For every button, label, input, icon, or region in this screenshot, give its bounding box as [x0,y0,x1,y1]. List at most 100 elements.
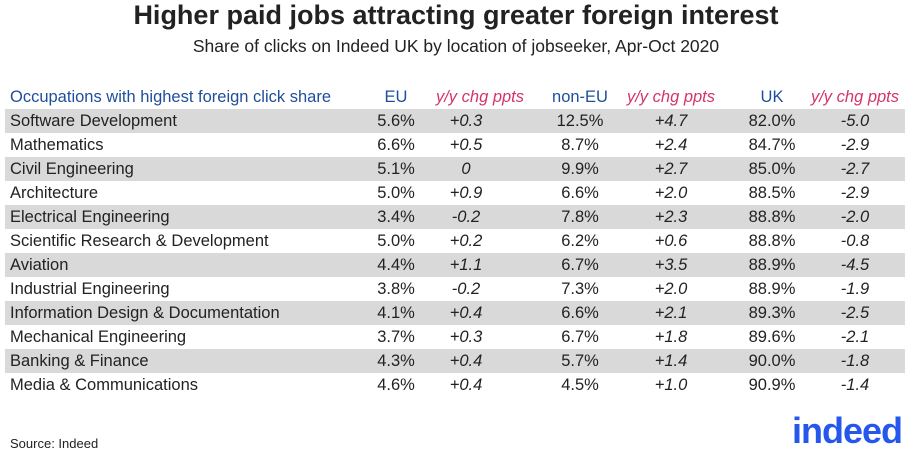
table-row: Scientific Research & Development 5.0% +0.… [5,229,905,253]
cell-eu: 5.6% [377,112,415,130]
cell-uk: 90.0% [748,352,796,370]
cell-eu: 6.6% [377,136,415,154]
cell-non-eu: 7.8% [561,208,599,226]
cell-uk-change: -2.7 [840,160,870,178]
cell-eu: 4.1% [377,304,415,322]
cell-non-eu: 6.7% [561,256,599,274]
cell-non-eu-change: +2.0 [654,184,688,202]
cell-non-eu-change: +1.8 [654,328,688,346]
table-row: Mathematics 6.6% +0.5 8.7% +2.4 84.7% -2.9 [5,133,905,157]
table-row: Mechanical Engineering 3.7% +0.3 6.7% +1.8 89… [5,325,905,349]
cell-uk: 88.9% [748,256,796,274]
cell-uk-change: -2.5 [840,304,870,322]
table-row: Aviation 4.4% +1.1 6.7% +3.5 88.9% -4.5 [5,253,905,277]
cell-uk: 88.5% [748,184,796,202]
cell-uk: 82.0% [748,112,796,130]
header-non-eu: non-EU [552,88,608,106]
table-row: Banking & Finance 4.3% +0.4 5.7% +1.4 90.0% -1… [5,349,905,373]
cell-non-eu: 8.7% [561,136,599,154]
cell-occupation: Industrial Engineering [10,280,170,298]
cell-non-eu: 4.5% [561,376,599,394]
cell-occupation: Architecture [10,184,99,202]
cell-eu-change: +0.9 [449,184,483,202]
cell-uk-change: -0.8 [840,232,870,250]
cell-uk-change: -4.5 [840,256,870,274]
header-uk-change: y/y chg ppts [810,88,900,106]
cell-uk-change: -2.9 [840,184,870,202]
cell-non-eu-change: +2.7 [654,160,688,178]
cell-uk: 88.8% [748,208,796,226]
cell-uk-change: -1.9 [840,280,870,298]
cell-non-eu-change: +2.4 [654,136,688,154]
cell-non-eu-change: +3.5 [654,256,688,274]
cell-uk: 84.7% [748,136,796,154]
table-row: Industrial Engineering 3.8% -0.2 7.3% +2.0 88… [5,277,905,301]
cell-eu: 5.0% [377,184,415,202]
cell-occupation: Media & Communications [10,376,198,394]
cell-non-eu: 12.5% [556,112,604,130]
cell-eu-change: +0.4 [449,304,483,322]
cell-non-eu: 6.7% [561,328,599,346]
header-non-eu-change: y/y chg ppts [626,88,716,106]
header-eu: EU [384,88,408,106]
header-occupation: Occupations with highest foreign click s… [10,88,331,106]
cell-occupation: Software Development [10,112,177,130]
cell-eu: 5.0% [377,232,415,250]
chart-subtitle: Share of clicks on Indeed UK by location… [192,36,720,56]
cell-uk-change: -2.9 [840,136,870,154]
cell-eu: 4.6% [377,376,415,394]
cell-non-eu: 7.3% [561,280,599,298]
table-row: Electrical Engineering 3.4% -0.2 7.8% +2.3 88… [5,205,905,229]
cell-non-eu-change: +2.0 [654,280,688,298]
cell-uk-change: -2.1 [840,328,870,346]
cell-non-eu-change: +2.1 [654,304,688,322]
cell-eu-change: +1.1 [449,256,483,274]
cell-occupation: Aviation [10,256,69,274]
cell-uk: 88.9% [748,280,796,298]
cell-non-eu-change: +4.7 [654,112,688,130]
cell-eu-change: -0.2 [451,208,481,226]
cell-occupation: Banking & Finance [10,352,149,370]
cell-occupation: Mechanical Engineering [10,328,187,346]
table-row: Media & Communications 4.6% +0.4 4.5% +1.0 90… [5,373,905,397]
header-eu-change: y/y chg ppts [435,88,525,106]
source-note: Source: Indeed [10,436,99,451]
cell-non-eu-change: +0.6 [654,232,688,250]
chart-title: Higher paid jobs attracting greater fore… [133,0,779,30]
cell-eu-change: +0.3 [449,112,483,130]
cell-eu: 4.3% [377,352,415,370]
cell-non-eu-change: +1.0 [654,376,688,394]
indeed-logo: indeed [791,410,903,451]
cell-eu-change: +0.2 [449,232,483,250]
cell-occupation: Mathematics [10,136,104,154]
cell-non-eu-change: +1.4 [654,352,688,370]
cell-uk: 85.0% [748,160,796,178]
cell-uk-change: -2.0 [840,208,870,226]
cell-uk-change: -1.4 [840,376,870,394]
cell-eu: 3.8% [377,280,415,298]
cell-eu-change: -0.2 [451,280,481,298]
cell-non-eu: 9.9% [561,160,599,178]
cell-occupation: Scientific Research & Development [10,232,269,250]
cell-eu: 5.1% [377,160,415,178]
cell-uk: 89.6% [748,328,796,346]
cell-eu-change: 0 [461,160,471,178]
cell-eu-change: +0.3 [449,328,483,346]
cell-eu: 4.4% [377,256,415,274]
cell-non-eu: 6.2% [561,232,599,250]
table-row: Architecture 5.0% +0.9 6.6% +2.0 88.5% -2.9 [5,181,905,205]
cell-eu-change: +0.4 [449,352,483,370]
cell-uk-change: -1.8 [840,352,870,370]
cell-non-eu: 6.6% [561,184,599,202]
cell-non-eu: 6.6% [561,304,599,322]
cell-uk: 90.9% [748,376,796,394]
cell-uk: 88.8% [748,232,796,250]
cell-occupation: Civil Engineering [10,160,134,178]
cell-eu-change: +0.4 [449,376,483,394]
cell-non-eu-change: +2.3 [654,208,688,226]
table-row: Information Design & Documentation 4.1% +0… [5,301,905,325]
cell-non-eu: 5.7% [561,352,599,370]
table-row: Software Development 5.6% +0.3 12.5% +4.7 82.… [5,109,905,133]
table-row: Civil Engineering 5.1% 0 9.9% +2.7 85.0% -2.7 [5,157,905,181]
